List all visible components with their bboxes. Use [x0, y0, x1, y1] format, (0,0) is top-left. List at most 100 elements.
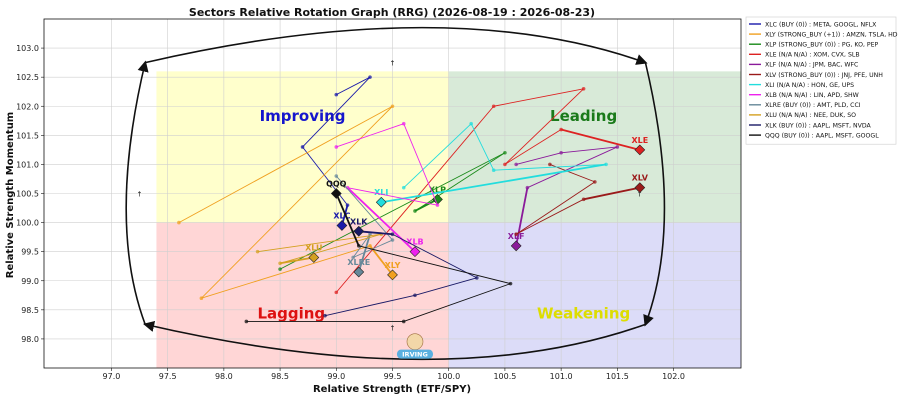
mascot-ribbon — [396, 349, 433, 359]
endpoint-label: XLP — [429, 185, 446, 194]
trail-point — [503, 162, 507, 167]
legend-entry: XLY (STRONG_BUY (+1)) : AMZN, TSLA, HD — [765, 31, 898, 38]
legend-entry: XLU (N/A N/A) : NEE, DUK, SO — [765, 112, 856, 119]
small-arrow-glyph: ↑ — [137, 191, 143, 199]
trail-segment — [403, 123, 472, 189]
quadrant-leading — [448, 71, 741, 223]
series-xlb: XLB — [334, 121, 440, 258]
trail-segment — [201, 245, 371, 299]
trail-point — [278, 261, 282, 266]
trail-segment — [392, 233, 478, 279]
trail-point — [469, 121, 473, 126]
x-tick-label: 99.5 — [384, 372, 402, 381]
trail-point — [177, 220, 181, 225]
endpoint-marker — [387, 269, 398, 281]
trail-point — [435, 203, 440, 207]
trail-point — [345, 185, 350, 190]
axes: 97.0 97.5 98.0 98.5 99.0 99.5 100.0 100.5 101.0 1… — [16, 18, 742, 381]
trail-point — [351, 255, 355, 260]
trail-point — [559, 127, 563, 132]
trail-segment — [414, 277, 477, 296]
legend-box — [745, 16, 897, 145]
y-tick-label: 103.0 — [16, 44, 39, 53]
mascot-watermark: IRVING — [396, 333, 433, 359]
endpoint-marker — [336, 220, 348, 231]
trail-point — [334, 145, 339, 149]
trail-segment — [515, 198, 584, 235]
trail-segment — [583, 186, 641, 201]
x-tick-label: 100.5 — [493, 372, 516, 381]
trail-segment — [346, 187, 416, 253]
trail-point — [368, 244, 372, 248]
trail-segment — [560, 128, 641, 151]
trail-point — [334, 290, 339, 295]
trail-point — [368, 75, 372, 79]
trail-segment — [178, 105, 393, 223]
quadrant-lagging — [156, 222, 449, 368]
trail-point — [390, 238, 395, 242]
trail-segment — [324, 294, 416, 317]
trail-segment — [279, 233, 382, 264]
legend-entry: XLP (STRONG_BUY (0)) : PG, KO, PEP — [765, 42, 879, 49]
trail-segment — [414, 198, 438, 212]
endpoint-label: XLU — [305, 243, 322, 252]
legend-entry: XLRE (BUY (0)) : AMT, PLD, CCI — [765, 102, 861, 109]
y-tick-label: 102.0 — [16, 102, 39, 111]
y-tick-label: 98.0 — [21, 335, 39, 344]
loop-arrow-top — [144, 26, 648, 65]
trail-segment — [381, 163, 607, 204]
endpoint-marker — [375, 196, 387, 208]
trail-point — [559, 150, 563, 155]
endpoint-marker — [432, 193, 443, 205]
legend-entry: XLI (N/A N/A) : HON, GE, UPS — [765, 82, 854, 89]
trail-point — [356, 244, 361, 248]
endpoint-marker — [634, 182, 646, 194]
trail-segment — [335, 193, 360, 247]
trail-point — [334, 92, 339, 97]
endpoint-label: XLB — [406, 238, 423, 247]
trail-segment — [352, 239, 393, 258]
trail-segment — [335, 175, 393, 241]
y-axis-label: Relative Strength Momentum — [5, 112, 16, 278]
trail-point — [475, 276, 479, 280]
y-tick-label: 101.0 — [16, 160, 39, 169]
x-tick-label: 98.0 — [215, 372, 233, 381]
trail-segment — [279, 256, 314, 265]
trail-point — [593, 180, 597, 184]
y-tick-label: 100.0 — [16, 219, 39, 228]
x-tick-label: 101.5 — [606, 372, 629, 381]
x-tick-label: 97.0 — [103, 372, 121, 381]
y-tick-label: 101.5 — [16, 131, 39, 140]
endpoint-label: XLC — [333, 211, 350, 220]
trail-point — [503, 150, 507, 155]
trail-point — [581, 197, 586, 202]
watermark-text: IRVING — [402, 351, 428, 359]
series-xlv: XLV — [514, 162, 649, 237]
trail-segment — [302, 146, 348, 206]
trail-point — [401, 319, 406, 324]
trail-point — [604, 162, 608, 167]
trail-segment — [516, 152, 562, 165]
trail-segment — [336, 123, 404, 148]
trail-point — [278, 267, 282, 271]
series-xlc: XLC — [300, 75, 372, 231]
trail-segment — [504, 129, 562, 165]
trail-point — [413, 209, 417, 213]
legend-entry: QQQ (BUY (0)) : AAPL, MSFT, GOOGL — [765, 132, 879, 139]
legend-entry: XLF (N/A N/A) : JPM, BAC, WFC — [765, 62, 858, 69]
small-arrow-glyph: ↑ — [637, 191, 643, 199]
trail-point — [581, 87, 586, 91]
endpoint-marker — [308, 252, 320, 263]
x-tick-label: 98.5 — [271, 372, 289, 381]
trail-segment — [358, 230, 393, 236]
small-arrow-glyph: ↑ — [390, 324, 396, 332]
legend-entry: XLK (BUY (0)) : AAPL, MSFT, NVDA — [765, 122, 872, 129]
endpoint-label: XLF — [508, 232, 525, 241]
small-arrow-glyph: ↑ — [390, 60, 396, 68]
trail-segment — [515, 187, 529, 247]
series-xlk: XLK — [323, 217, 479, 318]
trail-point — [323, 313, 327, 318]
x-tick-label: 100.0 — [437, 372, 460, 381]
